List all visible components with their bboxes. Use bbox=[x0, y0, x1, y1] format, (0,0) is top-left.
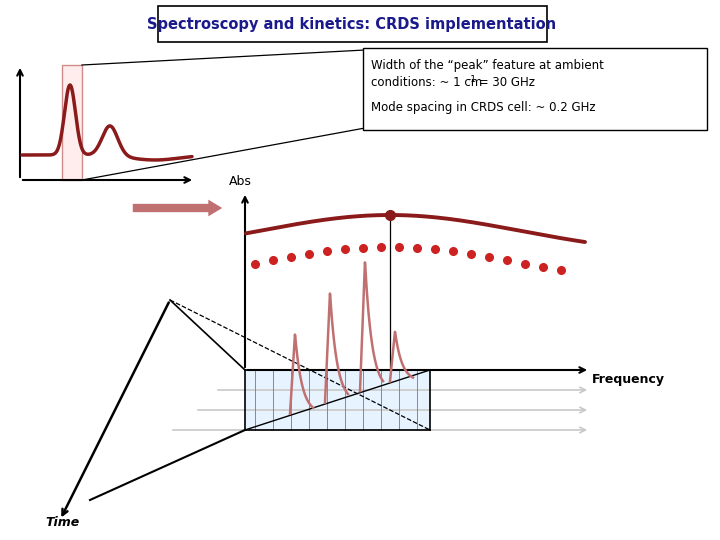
Text: Mode spacing in CRDS cell: ~ 0.2 GHz: Mode spacing in CRDS cell: ~ 0.2 GHz bbox=[371, 102, 595, 114]
Text: Frequency: Frequency bbox=[592, 373, 665, 386]
Text: conditions: ~ 1 cm: conditions: ~ 1 cm bbox=[371, 77, 482, 90]
Text: = 30 GHz: = 30 GHz bbox=[475, 77, 535, 90]
Bar bbox=[62, 65, 82, 180]
Text: Abs: Abs bbox=[228, 175, 251, 188]
Text: Spectroscopy and kinetics: CRDS implementation: Spectroscopy and kinetics: CRDS implemen… bbox=[148, 17, 557, 31]
Polygon shape bbox=[245, 370, 430, 430]
FancyBboxPatch shape bbox=[363, 48, 707, 130]
FancyArrowPatch shape bbox=[132, 200, 222, 217]
FancyBboxPatch shape bbox=[158, 6, 547, 42]
Text: Time: Time bbox=[45, 516, 79, 529]
Text: -1: -1 bbox=[468, 75, 477, 84]
Text: Width of the “peak” feature at ambient: Width of the “peak” feature at ambient bbox=[371, 59, 604, 72]
